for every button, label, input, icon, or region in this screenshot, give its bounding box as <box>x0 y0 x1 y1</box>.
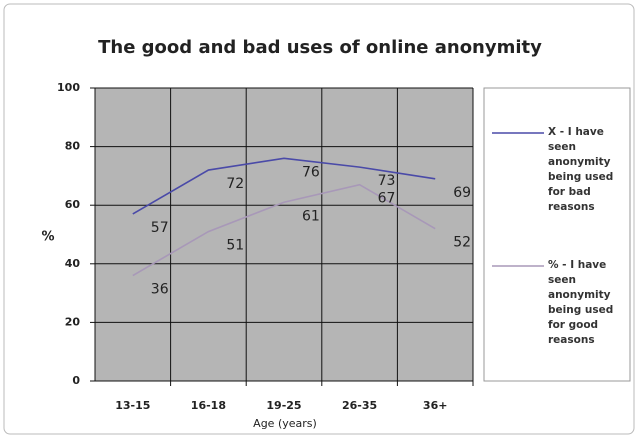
data-label: 57 <box>151 220 169 236</box>
x-tick-label: 19-25 <box>266 399 301 412</box>
data-label: 61 <box>302 208 320 224</box>
y-axis-label: % <box>41 230 54 245</box>
data-label: 73 <box>378 173 396 189</box>
x-tick-label: 13-15 <box>115 399 150 412</box>
data-label: 51 <box>226 238 244 254</box>
data-label: 36 <box>151 282 169 298</box>
x-tick-label: 16-18 <box>191 399 226 412</box>
data-label: 67 <box>378 191 396 207</box>
plot-area <box>95 88 473 381</box>
series-line <box>132 157 436 215</box>
y-tick-label: 80 <box>65 140 81 153</box>
y-tick-label: 0 <box>72 374 80 387</box>
y-tick-label: 60 <box>65 198 81 211</box>
y-tick-label: 20 <box>65 315 81 328</box>
data-label: 69 <box>453 185 471 201</box>
data-label: 72 <box>226 176 244 192</box>
legend-label: % - I have seen anonymity being used for… <box>548 259 614 346</box>
y-tick-label: 40 <box>65 257 81 270</box>
chart-title: The good and bad uses of online anonymit… <box>98 37 542 58</box>
legend-box <box>483 87 631 382</box>
data-label: 76 <box>302 164 320 180</box>
x-axis-label: Age (years) <box>253 417 317 430</box>
legend-label: X - I have seen anonymity being used for… <box>548 126 614 213</box>
x-tick-label: 36+ <box>423 399 448 412</box>
series-line <box>132 183 436 277</box>
y-tick-label: 100 <box>57 81 80 94</box>
x-tick-label: 26-35 <box>342 399 377 412</box>
data-label: 52 <box>453 235 471 251</box>
